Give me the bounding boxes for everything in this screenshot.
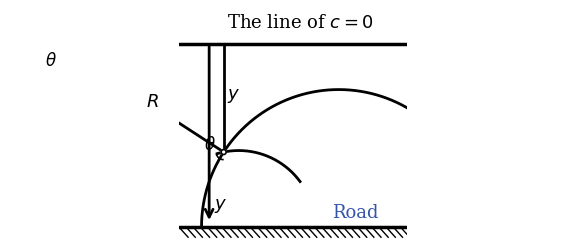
Text: Road: Road [332,204,379,222]
Circle shape [54,41,60,46]
Text: $y$: $y$ [227,87,240,105]
Text: $R$: $R$ [146,93,159,111]
Text: The line of $c = 0$: The line of $c = 0$ [227,14,374,32]
Text: $y$: $y$ [214,197,227,215]
Circle shape [221,150,226,154]
Text: $\theta$: $\theta$ [205,136,216,154]
Text: $\theta$: $\theta$ [45,52,57,70]
